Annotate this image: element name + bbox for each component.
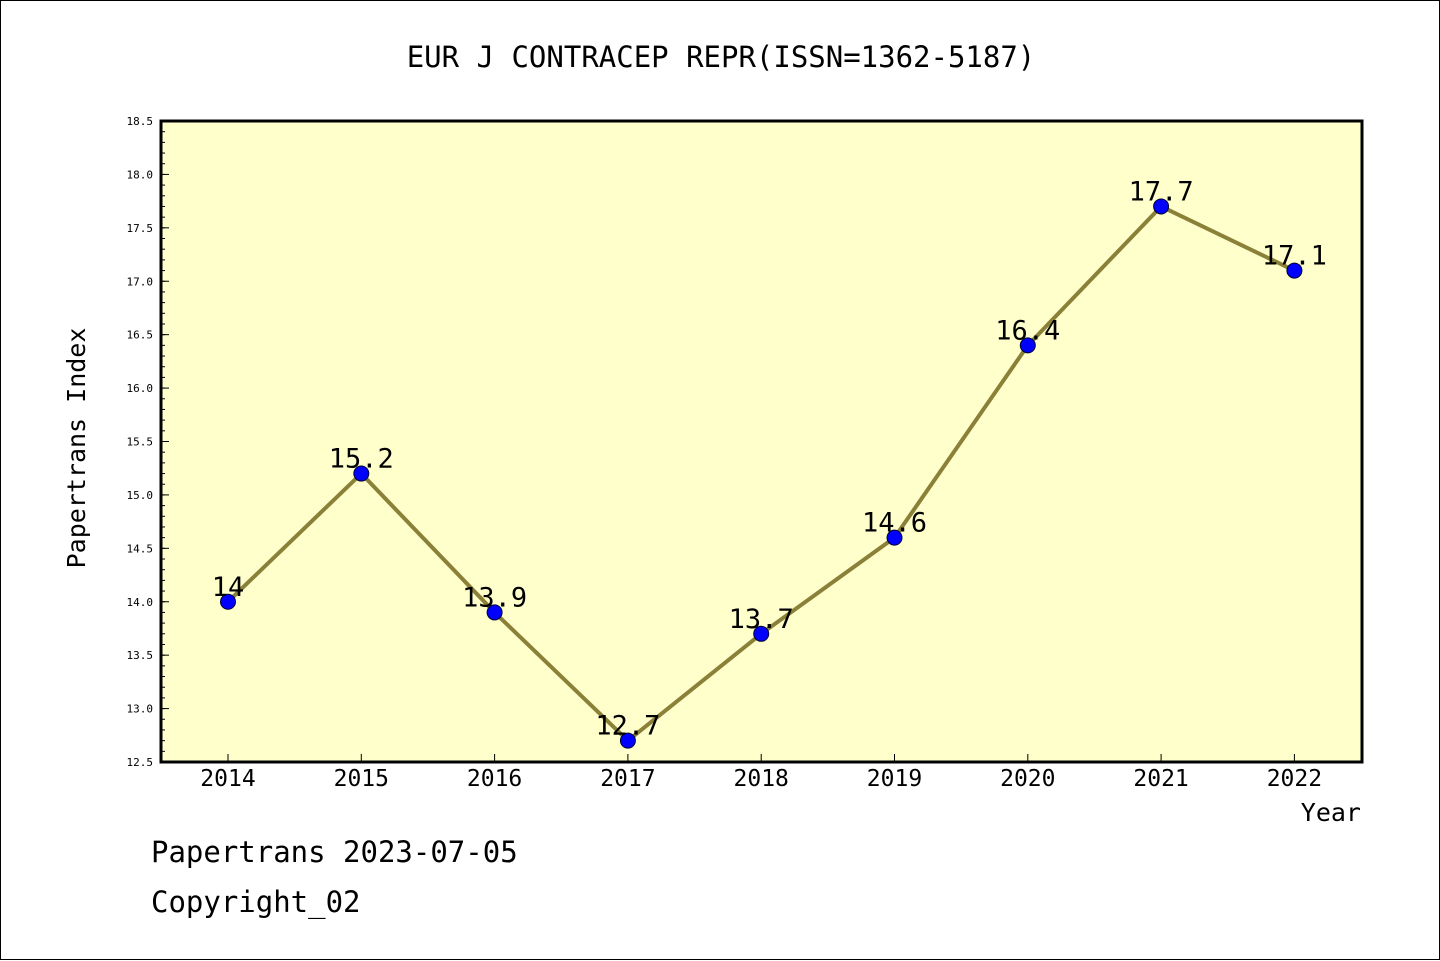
y-tick-label: 18.5	[127, 115, 154, 128]
y-tick-label: 14.5	[127, 542, 154, 555]
footer-source-date: Papertrans 2023-07-05	[151, 835, 518, 869]
x-tick-label: 2021	[1133, 766, 1188, 792]
y-axis: 12.5 13.0 13.5 14.0 14.5 15.0 15.5 16.0 16.5 17.0…	[127, 115, 169, 769]
x-tick-label: 2022	[1267, 766, 1322, 792]
data-point	[1019, 337, 1036, 354]
data-label: 12.7	[595, 711, 660, 742]
y-tick-label: 12.5	[127, 756, 154, 769]
y-tick-label: 15.5	[127, 436, 154, 449]
y-tick-label: 15.0	[127, 489, 154, 502]
data-labels: 14 15.2 13.9 12.7 13.7 14.6 16.4 17.7 17.1	[212, 176, 1327, 741]
y-tick-label: 16.0	[127, 382, 154, 395]
data-label: 17.7	[1129, 176, 1194, 207]
y-tick-label: 13.0	[127, 703, 154, 716]
footer-copyright: Copyright_02	[151, 885, 361, 919]
data-label: 15.2	[329, 444, 394, 475]
data-point	[886, 529, 903, 546]
data-point	[486, 604, 503, 621]
plot-area	[159, 119, 1364, 764]
chart-title: EUR J CONTRACEP REPR(ISSN=1362-5187)	[407, 40, 1036, 74]
data-points	[220, 198, 1303, 749]
x-tick-label: 2017	[600, 766, 655, 792]
x-tick-label: 2016	[467, 766, 522, 792]
data-label: 17.1	[1262, 241, 1327, 272]
x-tick-label: 2019	[867, 766, 922, 792]
data-point	[619, 732, 636, 749]
y-tick-label: 16.5	[127, 329, 154, 342]
x-tick-label: 2018	[734, 766, 789, 792]
data-point	[753, 625, 770, 642]
y-tick-label: 17.5	[127, 222, 154, 235]
data-label: 13.9	[462, 582, 527, 613]
x-tick-label: 2020	[1000, 766, 1055, 792]
data-point	[1286, 262, 1303, 279]
data-label: 16.4	[995, 315, 1060, 346]
y-tick-label: 18.0	[127, 168, 154, 181]
data-label: 13.7	[729, 604, 794, 635]
y-tick-label: 14.0	[127, 596, 154, 609]
y-tick-label: 17.0	[127, 275, 154, 288]
data-point	[1153, 198, 1170, 215]
x-axis: 2014 2015 2016 2017 2018 2019 2020 2021 2022	[200, 754, 1322, 792]
y-tick-label: 13.5	[127, 649, 154, 662]
data-label: 14	[212, 572, 245, 603]
y-axis-label: Papertrans Index	[62, 328, 91, 569]
data-point	[353, 465, 370, 482]
data-point	[220, 593, 236, 610]
x-tick-label: 2015	[334, 766, 389, 792]
data-label: 14.6	[862, 508, 927, 539]
x-tick-label: 2014	[200, 766, 255, 792]
x-axis-label: Year	[1301, 798, 1361, 827]
